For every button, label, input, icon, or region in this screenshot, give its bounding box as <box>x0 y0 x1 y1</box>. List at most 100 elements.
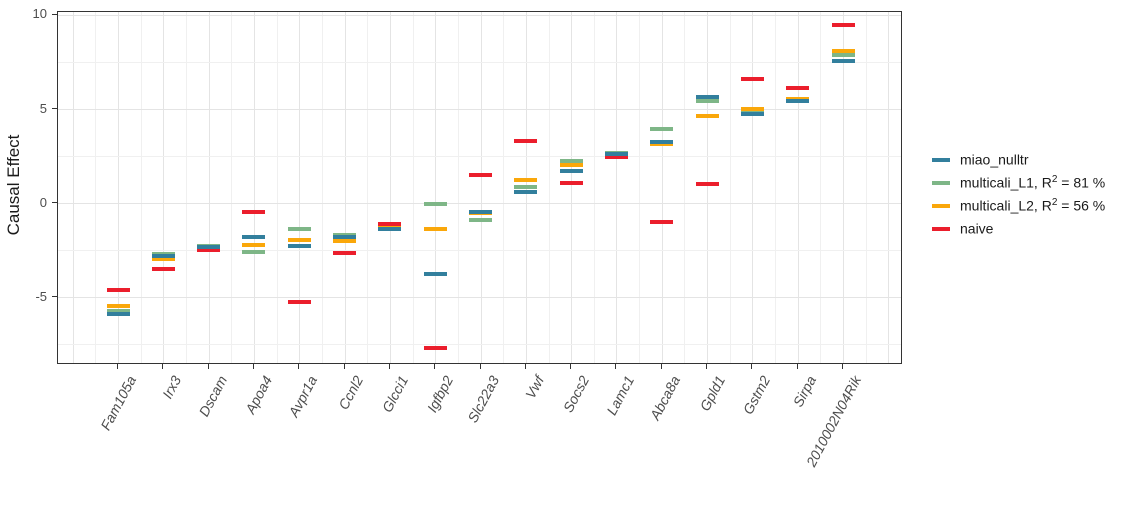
x-tick <box>162 364 164 369</box>
mark-Vwf-miao_nulltr <box>514 189 538 194</box>
y-tick <box>52 108 57 109</box>
gridline-x-minor <box>95 12 97 363</box>
x-tick-label-Gstm2: Gstm2 <box>740 373 774 417</box>
mark-Dscam-naive <box>197 248 221 253</box>
x-tick-label-Sirpa: Sirpa <box>789 373 819 410</box>
mark-Sirpa-miao_nulltr <box>786 99 810 104</box>
mark-Vwf-multicali_L2 <box>514 177 538 182</box>
y-tick-label: 10 <box>32 6 47 22</box>
mark-2010002N04Rik-multicali_L1 <box>831 53 855 58</box>
mark-Dscam-miao_nulltr <box>197 245 221 250</box>
legend-item-multicali-l1: multicali_L1, R2 = 81 % <box>932 171 1105 194</box>
mark-Abca8a-miao_nulltr <box>650 139 674 144</box>
legend-key-dash-icon <box>932 203 950 208</box>
legend-item-miao-nulltr: miao_nulltr <box>932 148 1105 171</box>
x-tick-label-Apoa4: Apoa4 <box>241 373 276 417</box>
mark-Igfbp2-multicali_L2 <box>423 226 447 231</box>
gridline-x-major <box>389 12 391 363</box>
mark-2010002N04Rik-naive <box>831 23 855 28</box>
x-tick <box>660 364 662 369</box>
x-tick <box>479 364 481 369</box>
mark-Apoa4-multicali_L1 <box>242 250 266 254</box>
mark-Vwf-naive <box>514 139 538 143</box>
gridline-y-minor <box>58 156 901 157</box>
mark-Avpr1a-miao_nulltr <box>287 244 311 249</box>
x-tick <box>842 364 843 369</box>
mark-Slc22a3-multicali_L1 <box>469 218 492 222</box>
gridline-x-minor <box>820 12 822 363</box>
mark-Fam105a-multicali_L1 <box>106 309 130 314</box>
x-tick-label-Abca8a: Abca8a <box>646 373 683 423</box>
mark-Gstm2-naive <box>740 76 764 81</box>
gridline-x-major <box>299 12 301 363</box>
gridline-x-minor <box>684 12 686 363</box>
x-tick-label-Glcci1: Glcci1 <box>378 373 412 415</box>
mark-Socs2-naive <box>559 181 583 186</box>
mark-Fam105a-miao_nulltr <box>106 312 130 317</box>
gridline-x-major <box>480 12 482 363</box>
mark-Apoa4-miao_nulltr <box>242 235 266 239</box>
gridline-x-minor <box>231 12 233 363</box>
gridline-x-major <box>118 12 119 363</box>
gridline-x-minor <box>775 12 776 363</box>
gridline-x-major <box>571 12 573 363</box>
gridline-x-major <box>661 12 663 363</box>
gridline-x-minor <box>367 12 369 363</box>
y-tick-label: -5 <box>35 288 47 304</box>
gridline-x-major <box>616 12 618 363</box>
gridline-x-major <box>435 12 437 363</box>
gridline-x-major <box>797 12 799 363</box>
x-tick <box>298 364 300 369</box>
gridline-y-major <box>58 109 901 110</box>
mark-Socs2-miao_nulltr <box>559 169 583 174</box>
gridline-y-minor <box>58 250 901 252</box>
gridline-x-minor <box>593 12 595 363</box>
gridline-x-major <box>752 12 754 363</box>
y-axis-title: Causal Effect <box>4 134 23 236</box>
gridline-x-major <box>344 12 346 363</box>
mark-2010002N04Rik-miao_nulltr <box>831 58 855 63</box>
x-tick-label-Avpr1a: Avpr1a <box>285 373 321 420</box>
gridline-x-minor <box>865 12 867 363</box>
x-tick-label-Vwf: Vwf <box>521 373 547 402</box>
mark-Socs2-multicali_L2 <box>559 163 583 168</box>
mark-Avpr1a-multicali_L1 <box>287 226 311 231</box>
x-tick <box>524 364 526 369</box>
mark-Apoa4-multicali_L2 <box>242 242 266 247</box>
x-tick <box>796 364 798 369</box>
mark-Avpr1a-multicali_L2 <box>287 237 311 242</box>
legend-key-dash-icon <box>932 157 950 162</box>
x-tick <box>434 364 436 369</box>
legend-item-naive: naive <box>932 217 1105 240</box>
gridline-y-major <box>58 297 901 299</box>
mark-Irx3-miao_nulltr <box>151 253 175 258</box>
mark-Apoa4-naive <box>242 209 266 214</box>
mark-Abca8a-multicali_L1 <box>650 126 674 131</box>
mark-Gstm2-miao_nulltr <box>740 111 764 116</box>
gridline-y-minor <box>58 344 901 346</box>
mark-Slc22a3-naive <box>469 172 492 177</box>
legend-label: miao_nulltr <box>960 151 1029 168</box>
mark-Glcci1-naive <box>378 221 402 226</box>
legend-key-dash-icon <box>932 180 950 185</box>
mark-Abca8a-naive <box>650 219 674 224</box>
mark-2010002N04Rik-multicali_L2 <box>831 48 855 53</box>
x-tick <box>343 364 345 369</box>
x-tick <box>570 364 572 369</box>
gridline-x-major <box>253 12 255 363</box>
gridline-x-minor <box>503 12 505 363</box>
mark-Gpld1-miao_nulltr <box>695 94 719 99</box>
x-tick <box>117 364 118 369</box>
x-tick-label-Igfbp2: Igfbp2 <box>423 373 457 415</box>
mark-Vwf-multicali_L1 <box>514 185 538 190</box>
gridline-x-minor <box>321 12 323 363</box>
y-tick <box>52 202 57 204</box>
y-tick <box>52 13 57 15</box>
mark-Gpld1-multicali_L2 <box>695 113 719 118</box>
x-tick-label-Socs2: Socs2 <box>559 373 593 415</box>
mark-Ccnl2-naive <box>333 251 357 255</box>
legend-label: multicali_L1, R2 = 81 % <box>960 174 1106 191</box>
legend-key-dash-icon <box>932 226 950 231</box>
mark-Irx3-multicali_L2 <box>151 256 175 261</box>
mark-Igfbp2-naive <box>423 346 447 351</box>
